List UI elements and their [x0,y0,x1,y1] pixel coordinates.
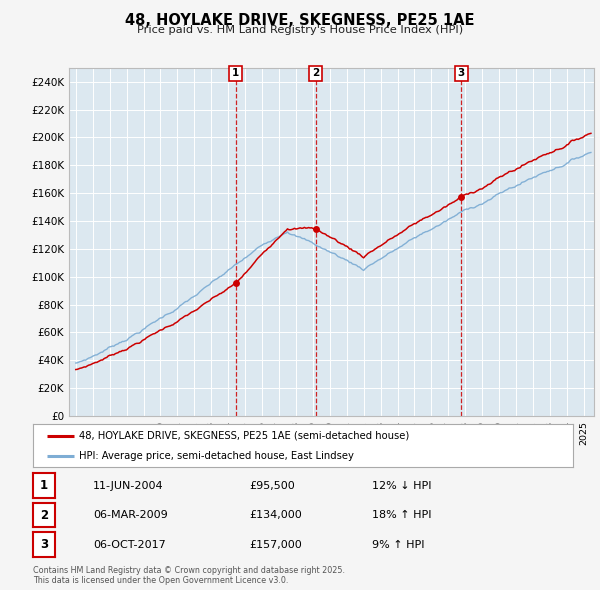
Text: 9% ↑ HPI: 9% ↑ HPI [372,540,425,549]
Text: Contains HM Land Registry data © Crown copyright and database right 2025.
This d: Contains HM Land Registry data © Crown c… [33,566,345,585]
Text: 2: 2 [312,68,319,78]
Text: 12% ↓ HPI: 12% ↓ HPI [372,481,431,490]
Text: 1: 1 [232,68,239,78]
Text: 2: 2 [40,509,48,522]
Text: 3: 3 [40,538,48,551]
Text: 1: 1 [40,479,48,492]
Text: £134,000: £134,000 [249,510,302,520]
Text: 48, HOYLAKE DRIVE, SKEGNESS, PE25 1AE: 48, HOYLAKE DRIVE, SKEGNESS, PE25 1AE [125,13,475,28]
Text: Price paid vs. HM Land Registry's House Price Index (HPI): Price paid vs. HM Land Registry's House … [137,25,463,35]
Text: 18% ↑ HPI: 18% ↑ HPI [372,510,431,520]
Text: 3: 3 [457,68,464,78]
Text: HPI: Average price, semi-detached house, East Lindsey: HPI: Average price, semi-detached house,… [79,451,354,461]
Text: 06-OCT-2017: 06-OCT-2017 [93,540,166,549]
Text: £95,500: £95,500 [249,481,295,490]
Text: 48, HOYLAKE DRIVE, SKEGNESS, PE25 1AE (semi-detached house): 48, HOYLAKE DRIVE, SKEGNESS, PE25 1AE (s… [79,431,409,441]
Text: £157,000: £157,000 [249,540,302,549]
Text: 11-JUN-2004: 11-JUN-2004 [93,481,164,490]
Text: 06-MAR-2009: 06-MAR-2009 [93,510,168,520]
